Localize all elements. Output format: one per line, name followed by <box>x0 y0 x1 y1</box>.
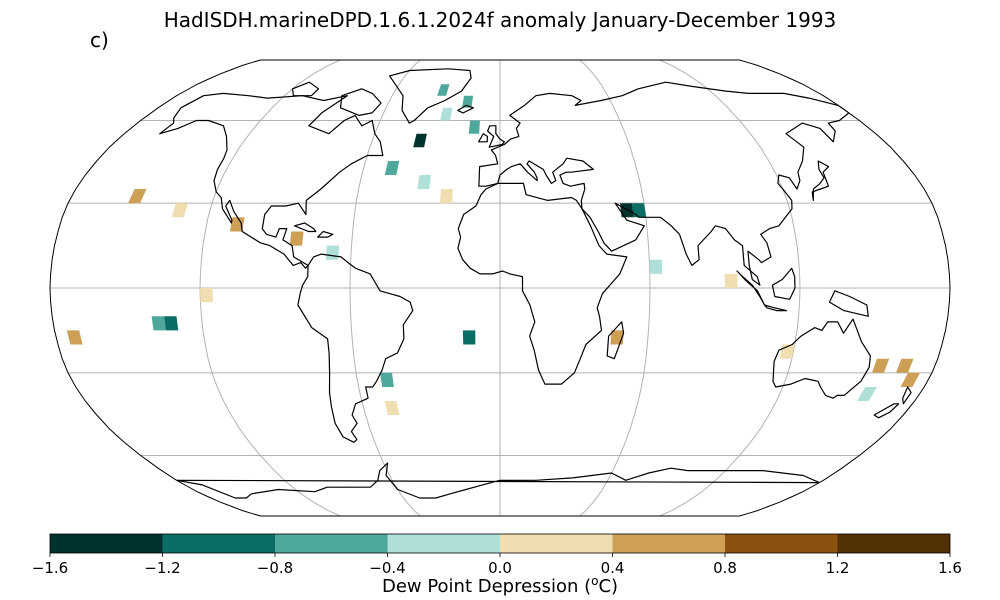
anomaly-cell <box>417 175 431 189</box>
anomaly-cell <box>413 133 427 148</box>
meridian-line <box>659 59 801 517</box>
colorbar-tick-label: 1.6 <box>938 559 962 577</box>
figure-title: HadISDH.marineDPD.1.6.1.2024f anomaly Ja… <box>163 8 837 32</box>
anomaly-cell <box>325 245 340 260</box>
coastline <box>487 125 505 148</box>
coastline <box>828 290 869 317</box>
coastline <box>606 321 625 360</box>
colorbar-tick-label: −0.8 <box>256 559 294 577</box>
colorbar-bin <box>837 534 950 553</box>
coastline <box>297 253 414 443</box>
map-outline <box>49 59 951 517</box>
graticule <box>50 59 950 517</box>
colorbar <box>49 533 951 557</box>
colorbar-title: Dew Point Depression (oC) <box>0 574 1000 597</box>
coastline <box>159 92 384 269</box>
anomaly-cell <box>462 330 476 345</box>
coastline <box>292 81 320 97</box>
colorbar-bin <box>162 534 275 553</box>
coastline <box>902 386 912 405</box>
anomaly-cell <box>896 358 914 373</box>
coastline <box>811 160 830 201</box>
anomaly-cell <box>289 231 304 246</box>
colorbar-bin <box>725 534 838 553</box>
anomaly-cell <box>384 401 400 415</box>
anomaly-cell <box>724 273 738 288</box>
anomaly-cell <box>649 259 663 274</box>
anomaly-cell <box>440 107 453 121</box>
coastline <box>478 81 850 286</box>
anomaly-cell <box>872 358 890 373</box>
anomaly-cell <box>468 120 480 134</box>
coastlines <box>159 68 912 499</box>
anomaly-cell <box>462 95 474 108</box>
anomaly-cell <box>440 189 453 204</box>
coastline <box>763 304 788 312</box>
anomaly-cell <box>66 330 83 345</box>
coastline <box>339 88 382 116</box>
meridian-line <box>579 59 651 517</box>
anomaly-cell <box>384 161 400 175</box>
coastline <box>736 270 766 306</box>
colorbar-bin <box>275 534 388 553</box>
colorbar-bin <box>50 534 163 553</box>
anomaly-cell <box>128 189 147 204</box>
colorbar-title-prefix: Dew Point Depression ( <box>381 576 592 597</box>
panel-label: c) <box>90 28 109 52</box>
colorbar-bin <box>387 534 500 553</box>
colorbar-title-degree: o <box>591 574 599 588</box>
colorbar-bin <box>500 534 613 553</box>
colorbar-tick-label: −0.4 <box>369 559 406 577</box>
coastline <box>478 133 488 143</box>
anomaly-cell <box>171 203 188 218</box>
anomaly-cell <box>857 387 878 401</box>
colorbar-tick-label: −1.2 <box>144 559 181 577</box>
meridian-line <box>349 59 421 517</box>
coastline <box>317 230 334 238</box>
coastline <box>176 462 820 499</box>
coastline <box>388 68 472 124</box>
colorbar-tick-label: 0.0 <box>488 559 512 577</box>
coastline <box>873 403 900 419</box>
anomaly-cell <box>632 203 646 218</box>
anomaly-cell <box>380 372 394 387</box>
anomaly-cell <box>164 316 179 331</box>
anomaly-cell <box>900 372 920 387</box>
colorbar-tick-label: −1.6 <box>31 559 69 577</box>
colorbar-tick-label: 1.2 <box>825 559 850 577</box>
coastline <box>772 318 871 399</box>
coastline <box>771 267 796 300</box>
coastline <box>457 182 628 385</box>
anomaly-grid-cells <box>66 84 920 415</box>
colorbar-title-suffix: C) <box>598 576 619 597</box>
colorbar-bin <box>612 534 725 553</box>
anomaly-cell <box>437 84 450 96</box>
anomaly-cell <box>151 316 166 331</box>
anomaly-cell <box>200 288 213 303</box>
coastline <box>457 104 474 114</box>
colorbar-tick-label: 0.8 <box>713 559 737 577</box>
coastline <box>293 222 317 233</box>
colorbar-tick-label: 0.4 <box>600 559 625 577</box>
anomaly-cell <box>229 217 245 232</box>
